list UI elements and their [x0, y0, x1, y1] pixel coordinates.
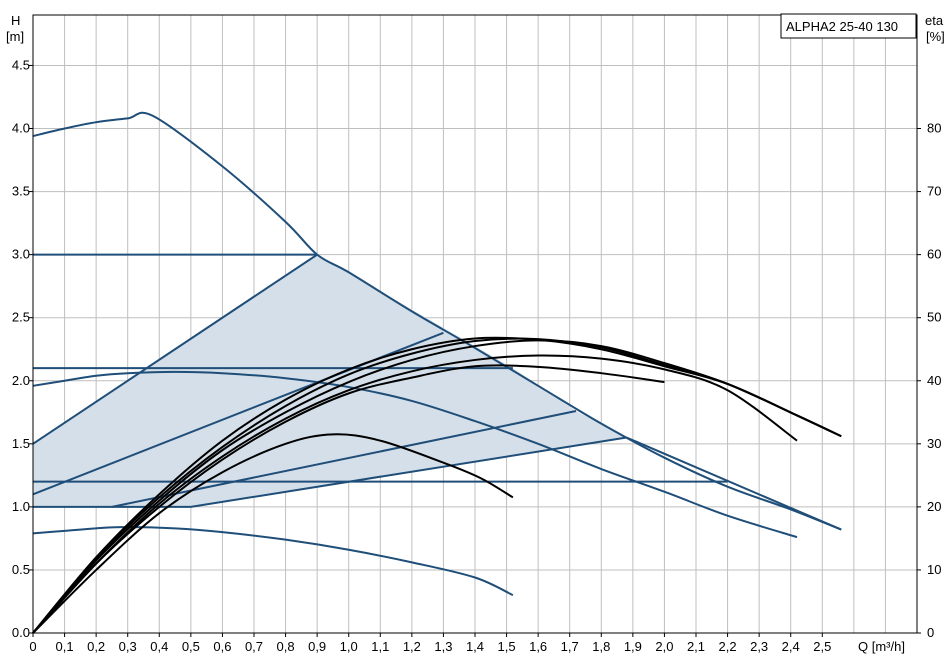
x-tick-label: 0,4: [150, 639, 168, 654]
x-tick-label: 0,1: [56, 639, 74, 654]
y-right-tick-label: 0: [927, 625, 934, 640]
y-left-tick-label: 3.0: [12, 247, 30, 262]
x-tick-label: 1,8: [592, 639, 610, 654]
y-right-tick-label: 40: [927, 373, 941, 388]
x-tick-label: 2,4: [782, 639, 800, 654]
y-right-tick-label: 80: [927, 121, 941, 136]
efficiency-curve-2: [32, 364, 665, 634]
operating-area-layer: [33, 254, 627, 507]
head-curves-layer: [32, 111, 842, 597]
y-right-tick-label: 60: [927, 247, 941, 262]
x-tick-label: 1,1: [371, 639, 389, 654]
x-tick-label: 0,3: [119, 639, 137, 654]
head-curve-2: [32, 370, 798, 539]
x-tick-label: 0,9: [308, 639, 326, 654]
x-tick-label: 0,8: [277, 639, 295, 654]
y-left-tick-label: 1.0: [12, 499, 30, 514]
efficiency-curve-1: [32, 433, 514, 634]
x-axis-label: Q [m³/h]: [858, 639, 905, 654]
model-label-box: [780, 13, 917, 39]
x-tick-label: 1,9: [624, 639, 642, 654]
x-tick-label: 2,1: [687, 639, 705, 654]
y-left-tick-label: 1.5: [12, 436, 30, 451]
efficiency-curves-layer: [32, 336, 842, 634]
y-right-tick-label: 70: [927, 184, 941, 199]
y-left-tick-label: 0.5: [12, 562, 30, 577]
x-tick-label: 0,6: [213, 639, 231, 654]
efficiency-curve-6: [32, 336, 842, 634]
x-tick-label: 2,2: [719, 639, 737, 654]
x-tick-label: 1,7: [561, 639, 579, 654]
y-left-tick-label: 2.5: [12, 310, 30, 325]
y-right-label-line2: [%]: [926, 29, 945, 44]
operating-area: [33, 254, 627, 507]
x-tick-label: 1,2: [403, 639, 421, 654]
head-curve-3: [32, 526, 514, 597]
x-tick-label: 2,0: [655, 639, 673, 654]
y-left-tick-label: 2.0: [12, 373, 30, 388]
y-right-tick-label: 20: [927, 499, 941, 514]
y-right-tick-label: 50: [927, 310, 941, 325]
y-right-tick-label: 10: [927, 562, 941, 577]
tick-labels-layer: 0 0,1 0,2 0,3 0,4 0,5 0,6 0,7 0,8 0,9 1,0 1,1 1,2 1,3…: [12, 57, 942, 654]
y-right-label-line1: eta: [925, 13, 944, 28]
x-tick-label: 0,2: [87, 639, 105, 654]
head-curve-11: [190, 436, 627, 508]
y-left-tick-label: 3.5: [12, 184, 30, 199]
y-left-tick-label: 4.0: [12, 121, 30, 136]
model-label: ALPHA2 25-40 130: [786, 19, 898, 34]
head-curve-8: [32, 253, 318, 445]
x-tick-label: 2,5: [813, 639, 831, 654]
x-tick-label: 1,4: [466, 639, 484, 654]
x-tick-label: 2,3: [750, 639, 768, 654]
x-tick-label: 0: [29, 639, 36, 654]
x-tick-label: 1,6: [529, 639, 547, 654]
x-tick-label: 0,5: [182, 639, 200, 654]
x-tick-label: 1,5: [498, 639, 516, 654]
x-tick-label: 1,0: [340, 639, 358, 654]
x-tick-label: 1,3: [434, 639, 452, 654]
head-curve-1: [32, 111, 842, 531]
y-left-tick-label: 0.0: [12, 625, 30, 640]
y-left-label-line1: H: [11, 13, 20, 28]
x-tick-label: 0,7: [245, 639, 263, 654]
head-curve-12: [626, 436, 842, 531]
y-left-tick-label: 4.5: [12, 57, 30, 72]
y-right-tick-label: 30: [927, 436, 941, 451]
efficiency-curve-3: [32, 354, 798, 634]
y-left-label-line2: [m]: [6, 29, 24, 44]
